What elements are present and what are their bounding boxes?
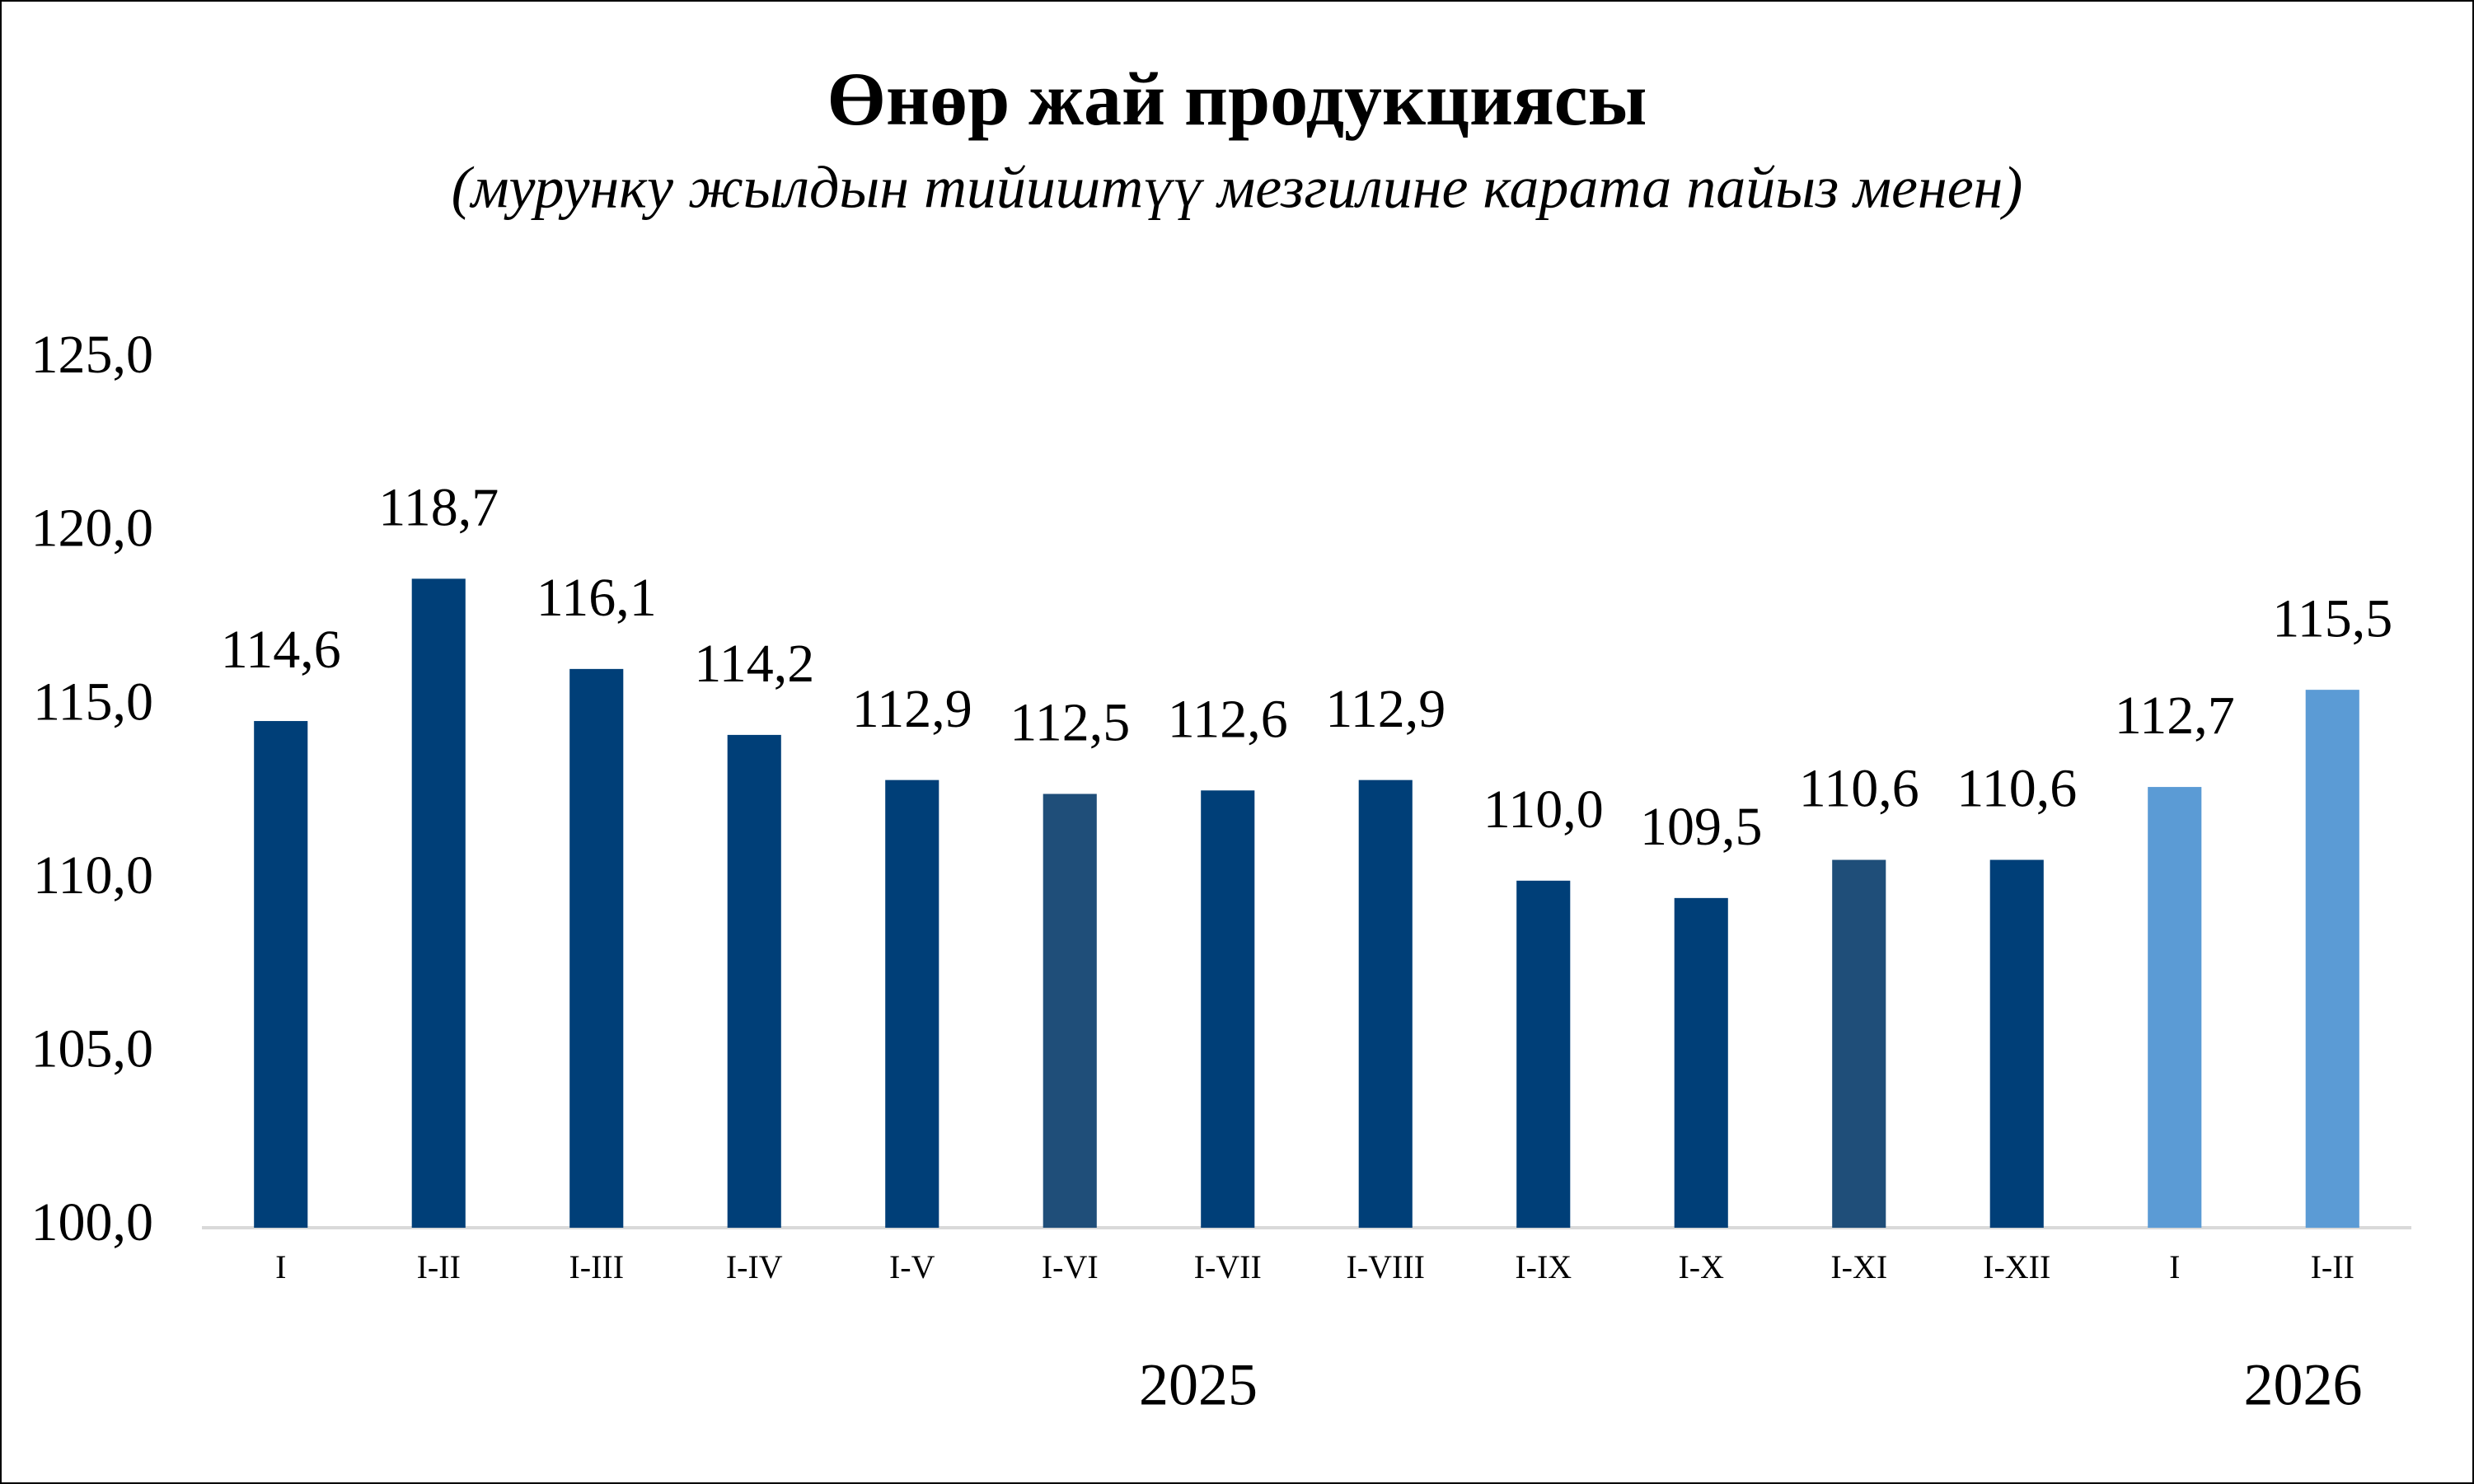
bar — [569, 668, 624, 1228]
data-label: 110,0 — [1483, 779, 1604, 840]
x-tick-label: I-IV — [726, 1248, 783, 1285]
bar — [1674, 897, 1728, 1228]
x-tick-label: I — [275, 1248, 286, 1285]
data-label: 112,9 — [852, 679, 972, 739]
x-tick-label: I-II — [417, 1248, 461, 1285]
bar — [254, 721, 308, 1228]
y-tick-label: 105,0 — [31, 1019, 154, 1079]
chart-title: Өнөр жай продукциясы — [827, 57, 1647, 141]
x-tick-label: I-IX — [1515, 1248, 1572, 1285]
data-label: 112,6 — [1168, 689, 1288, 749]
x-tick-label: I-X — [1678, 1248, 1724, 1285]
bar — [2148, 787, 2202, 1228]
data-label: 114,6 — [221, 620, 341, 680]
data-label: 109,5 — [1640, 797, 1763, 857]
x-tick-label: I-VII — [1194, 1248, 1262, 1285]
y-tick-label: 125,0 — [31, 325, 154, 385]
data-label: 112,7 — [2115, 686, 2235, 746]
bar — [411, 578, 466, 1228]
data-label: 110,6 — [1799, 759, 1919, 819]
x-tick-label: I — [2169, 1248, 2180, 1285]
bar — [1043, 793, 1097, 1228]
bar — [727, 734, 781, 1228]
chart-subtitle: (мурунку жылдын тийиштүү мезгилине карат… — [452, 155, 2023, 221]
x-tick-label: I-II — [2311, 1248, 2355, 1285]
y-tick-label: 120,0 — [31, 499, 154, 559]
x-tick-label: I-XI — [1830, 1248, 1887, 1285]
x-tick-label: I-VIII — [1347, 1248, 1426, 1285]
data-label: 112,5 — [1010, 693, 1130, 753]
bar — [2305, 690, 2359, 1228]
x-tick-label: I-III — [569, 1248, 624, 1285]
x-tick-label: I-VI — [1042, 1248, 1099, 1285]
x-tick-label: I-XII — [1983, 1248, 2050, 1285]
y-tick-label: 100,0 — [31, 1192, 154, 1252]
data-label: 116,1 — [537, 568, 657, 628]
x-tick-label: I-V — [889, 1248, 935, 1285]
data-label: 118,7 — [378, 477, 499, 537]
group-label: 2025 — [1139, 1352, 1258, 1418]
data-label: 114,2 — [694, 634, 814, 694]
bar — [885, 779, 939, 1228]
bar — [1201, 790, 1255, 1228]
data-label: 112,9 — [1325, 679, 1446, 739]
group-label: 2026 — [2244, 1352, 2363, 1418]
bar — [1832, 859, 1886, 1228]
bar — [1989, 859, 2044, 1228]
bar — [1516, 880, 1571, 1228]
y-tick-label: 115,0 — [33, 672, 153, 732]
data-label: 115,5 — [2272, 588, 2392, 648]
data-label: 110,6 — [1956, 759, 2077, 819]
y-tick-label: 110,0 — [33, 845, 153, 906]
bar — [1358, 779, 1413, 1228]
